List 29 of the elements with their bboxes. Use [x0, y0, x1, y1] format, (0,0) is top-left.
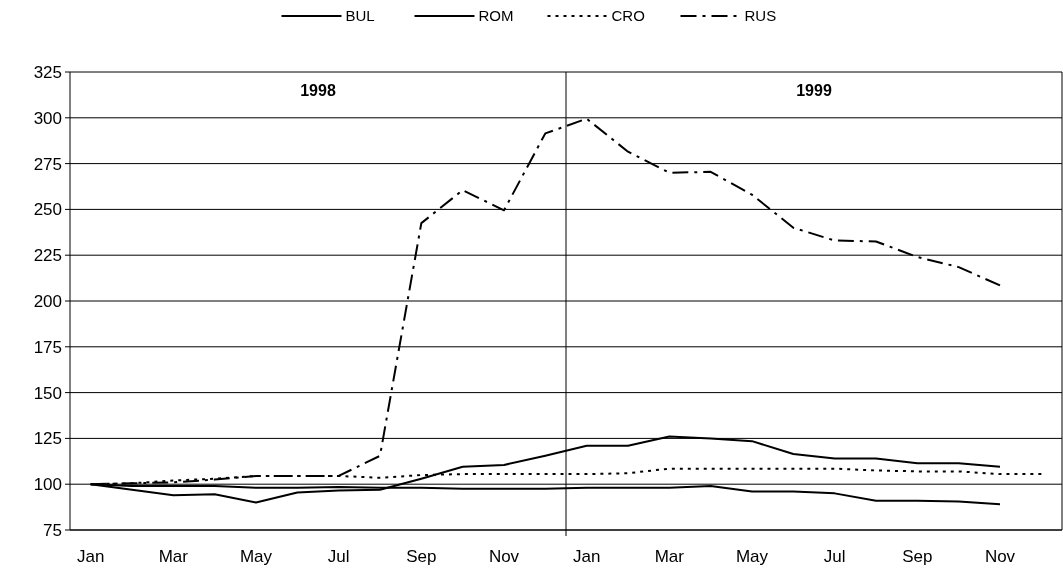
x-tick-label: Mar	[158, 547, 189, 566]
x-tick-label: May	[239, 547, 273, 566]
y-tick-label: 150	[33, 383, 62, 403]
y-tick-label: 225	[33, 246, 62, 266]
y-tick-label: 100	[33, 475, 62, 495]
x-tick-label: Nov	[488, 547, 520, 566]
legend-label: ROM	[478, 7, 514, 24]
y-tick-label: 200	[33, 292, 62, 311]
legend-label: RUS	[744, 7, 777, 24]
x-tick-label: Jul	[327, 547, 350, 566]
x-tick-label: Jan	[76, 547, 105, 566]
y-tick-label: 175	[33, 337, 62, 357]
annotation: 1999	[796, 82, 832, 99]
legend-label: BUL	[345, 7, 375, 24]
x-tick-label: Jan	[572, 547, 601, 566]
legend-label: CRO	[611, 7, 645, 24]
x-tick-label: Jul	[823, 547, 846, 566]
x-tick-label: Sep	[902, 547, 933, 566]
y-tick-label: 300	[33, 108, 62, 128]
y-tick-label: 275	[33, 154, 62, 174]
y-tick-label: 75	[43, 521, 62, 540]
x-tick-label: Nov	[984, 547, 1016, 566]
x-tick-label: May	[735, 547, 769, 566]
x-tick-label: Mar	[654, 547, 685, 566]
y-tick-label: 125	[33, 429, 62, 449]
x-tick-label: Sep	[406, 547, 437, 566]
y-tick-label: 250	[33, 200, 62, 220]
annotation: 1998	[300, 82, 336, 99]
y-tick-label: 325	[33, 63, 62, 82]
